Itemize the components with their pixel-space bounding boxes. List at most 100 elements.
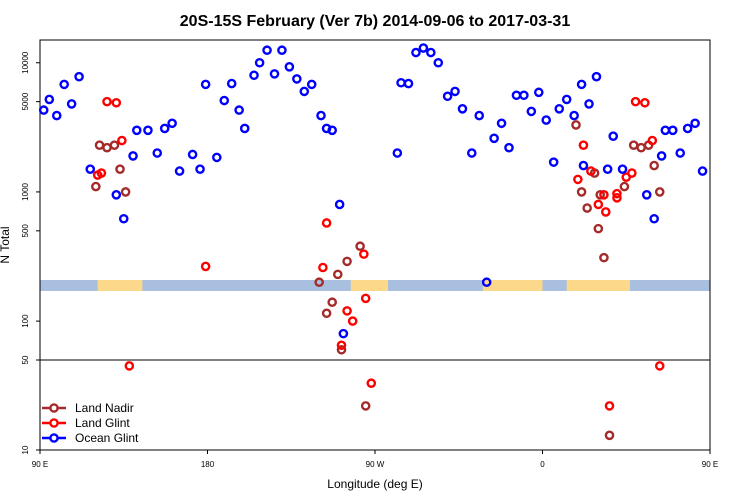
ocean-glint-point: [277, 45, 287, 56]
land-nadir-point: [654, 187, 665, 197]
land-glint-point: [600, 207, 611, 217]
ocean-glint-point: [299, 86, 310, 97]
ocean-glint-point: [667, 125, 678, 136]
land-glint-point: [111, 97, 122, 108]
land-nadir-point: [314, 277, 324, 288]
ocean-glint-point: [392, 148, 403, 158]
land-glint-point: [318, 262, 328, 273]
y-tick-label: 1000: [21, 182, 30, 200]
land-nadir-legend-marker: [49, 403, 59, 413]
land-nadir-point: [327, 297, 337, 308]
land-nadir-point: [576, 187, 587, 197]
ocean-glint-point: [51, 110, 62, 121]
ocean-glint-point: [569, 110, 579, 121]
ocean-glint-point: [396, 77, 406, 88]
ocean-glint-point: [554, 104, 565, 114]
ocean-glint-point: [226, 78, 237, 89]
land-mask-band: [40, 280, 710, 291]
land-glint-point: [359, 249, 369, 259]
land-glint-point: [612, 193, 622, 203]
land-glint-point: [342, 306, 352, 316]
ocean-glint-point: [284, 62, 295, 72]
land-glint-point: [200, 261, 211, 272]
ocean-glint-point: [511, 90, 522, 101]
ocean-glint-point: [690, 118, 700, 129]
data-points: [38, 43, 708, 441]
ocean-glint-point: [450, 86, 460, 97]
ocean-glint-point: [174, 166, 185, 176]
ocean-glint-point: [187, 149, 198, 160]
ocean-glint-point: [66, 99, 77, 109]
land-glint-point: [630, 96, 641, 107]
y-tick-label: 10000: [21, 51, 30, 74]
ocean-glint-point: [85, 164, 96, 174]
ocean-glint-point: [327, 125, 337, 136]
x-axis-label: Longitude (deg E): [327, 477, 422, 491]
ocean-glint-point: [578, 160, 589, 171]
ocean-glint-point: [234, 105, 244, 115]
land-nadir-point: [628, 140, 639, 151]
land-nadir-point: [336, 344, 347, 355]
ocean-glint-point: [602, 164, 613, 174]
ocean-glint-point: [74, 71, 84, 82]
land-nadir-point: [355, 241, 365, 252]
land-nadir-point: [115, 164, 125, 174]
land-glint-point: [124, 361, 135, 371]
land-nadir-point: [120, 187, 131, 197]
ocean-glint-point: [591, 71, 602, 82]
ocean-glint-point: [682, 123, 693, 134]
land-nadir-point: [94, 140, 105, 151]
ocean-glint-point: [418, 43, 429, 53]
ocean-glint-point: [269, 69, 280, 79]
y-tick-label: 5000: [21, 92, 30, 110]
ocean-glint-point: [118, 213, 129, 224]
land-nadir-point: [595, 190, 605, 200]
ocean-glint-point: [656, 151, 667, 161]
land-glint-point: [586, 166, 596, 176]
land-glint-point: [102, 96, 112, 107]
ocean-glint-point: [292, 74, 302, 84]
land-glint-point: [573, 174, 583, 185]
ocean-glint-point: [526, 106, 537, 117]
ocean-glint-point: [254, 57, 265, 68]
tick-marks: 90 E 180 90 W 0 90 E 100 500 1000 5000 10000 10 50: [21, 51, 718, 469]
ocean-glint-point: [334, 199, 345, 210]
land-glint-point: [96, 168, 107, 178]
axis-lines: [39, 39, 711, 451]
land-band-segment: [566, 280, 630, 291]
ocean-glint-point: [697, 166, 708, 176]
land-nadir-point: [91, 181, 101, 192]
x-tick-label: 90 E: [702, 460, 718, 469]
y-tick-label: 500: [21, 224, 30, 238]
land-nadir-point: [360, 401, 371, 411]
land-glint-point: [347, 316, 358, 326]
ocean-glint-point: [219, 95, 230, 106]
x-tick-label: 90 E: [32, 460, 48, 469]
y-axis-label: N Total: [0, 226, 12, 263]
ocean-glint-point: [403, 78, 414, 89]
ocean-glint-point: [442, 91, 453, 102]
land-glint-point: [647, 135, 658, 146]
ocean-glint-point: [167, 118, 177, 129]
ocean-glint-point: [338, 328, 349, 339]
land-nadir-point: [593, 223, 604, 234]
land-nadir-legend-label: Land Nadir: [75, 401, 134, 415]
ocean-glint-point: [576, 79, 587, 90]
land-nadir-point: [599, 252, 609, 263]
ocean-glint-legend-marker: [49, 433, 59, 443]
ocean-glint-point: [316, 110, 326, 121]
ocean-glint-point: [249, 70, 259, 81]
ocean-glint-point: [131, 125, 142, 136]
land-glint-point: [599, 190, 609, 200]
land-nadir-point: [619, 181, 630, 192]
x-tick-label: 90 W: [366, 460, 385, 469]
ocean-glint-point: [474, 110, 485, 121]
ocean-glint-point: [584, 99, 594, 109]
land-nadir-point: [102, 142, 112, 153]
land-glint-point: [604, 401, 615, 411]
x-tick-label: 180: [201, 460, 215, 469]
land-glint-point: [640, 97, 650, 108]
land-nadir-point: [332, 269, 343, 280]
y-tick-label: 100: [21, 314, 30, 328]
